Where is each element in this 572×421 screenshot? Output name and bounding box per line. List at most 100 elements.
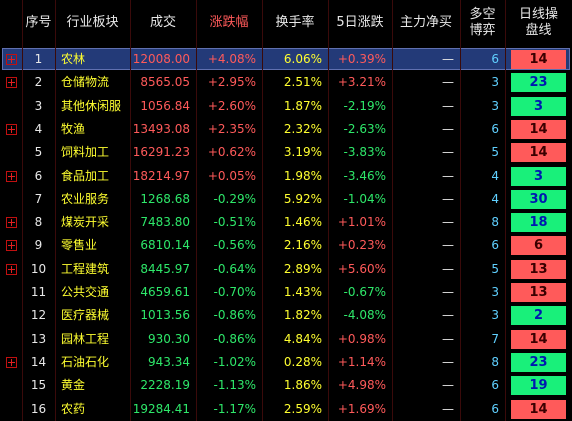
cell-value: +0.23%: [337, 238, 386, 253]
signal-box: 14: [511, 50, 566, 69]
cell-value: 1.82%: [283, 308, 322, 323]
cell-value: -0.51%: [213, 215, 256, 230]
cell-value: -0.86%: [213, 308, 256, 323]
cell-value: 5: [491, 145, 499, 160]
cell-value: +0.62%: [207, 145, 256, 160]
signal-box: 13: [511, 259, 566, 279]
expand-icon[interactable]: [6, 170, 17, 182]
cell-value: -4.08%: [343, 308, 386, 323]
cell-value: 16: [30, 401, 47, 416]
column-divider: [262, 0, 263, 421]
cell-value: 8: [34, 215, 43, 230]
column-divider: [505, 0, 506, 421]
cell-value: 18214.97: [132, 168, 190, 183]
signal-box: 14: [511, 119, 566, 139]
cell-value: —: [442, 52, 454, 66]
sector-name: 农业服务: [61, 191, 110, 206]
cell-value: +0.39%: [337, 52, 386, 66]
cell-value: -0.64%: [213, 261, 256, 276]
cell-value: +2.35%: [207, 121, 256, 136]
column-divider: [55, 0, 56, 421]
signal-box: 23: [511, 73, 566, 93]
column-divider: [328, 0, 329, 421]
column-divider: [196, 0, 197, 421]
cell-value: 19284.41: [132, 401, 190, 416]
header-line: 多空: [469, 7, 496, 22]
signal-box: 3: [511, 96, 566, 116]
sector-name: 饲料加工: [61, 145, 110, 160]
cell-value: 11: [30, 285, 47, 299]
expand-icon[interactable]: [6, 217, 17, 229]
signal-box: 18: [511, 213, 566, 233]
selected-row: [2, 48, 570, 70]
column-header: 日线操 盘线: [505, 0, 572, 46]
expand-icon[interactable]: [6, 356, 17, 368]
cell-value: 4: [491, 191, 499, 206]
cell-value: 8565.05: [140, 75, 190, 90]
cell-value: 3: [491, 98, 499, 113]
column-header: 5日涨跌: [336, 15, 384, 30]
expand-icon[interactable]: [6, 77, 17, 89]
cell-value: -0.29%: [213, 191, 256, 206]
cell-value: 6: [491, 238, 499, 253]
cell-value: —: [442, 191, 454, 206]
cell-value: 4659.61: [140, 285, 190, 299]
cell-value: 6: [491, 378, 499, 393]
cell-value: -1.13%: [213, 378, 256, 393]
signal-box: 6: [511, 236, 566, 256]
cell-value: 1013.56: [140, 308, 190, 323]
cell-value: 1.43%: [283, 285, 322, 299]
cell-value: 9: [34, 238, 43, 253]
header-line: 盘线: [525, 23, 552, 38]
cell-value: —: [442, 75, 454, 90]
cell-value: -0.67%: [343, 285, 386, 299]
cell-value: -1.02%: [213, 354, 256, 369]
column-header: 序号: [25, 15, 52, 30]
column-header: 多空 博弈: [460, 0, 505, 46]
signal-box: 30: [511, 189, 566, 209]
cell-value: 4: [34, 121, 43, 136]
header-line: 博弈: [469, 23, 496, 38]
sector-name: 农药: [61, 401, 86, 416]
cell-value: 7483.80: [140, 215, 190, 230]
cell-value: 3: [491, 308, 499, 323]
cell-value: 7: [34, 191, 43, 206]
cell-value: 5.92%: [283, 191, 322, 206]
expand-icon[interactable]: [6, 240, 17, 252]
cell-value: +0.98%: [337, 331, 386, 346]
sector-name: 仓储物流: [61, 75, 110, 90]
signal-box: 23: [511, 352, 566, 372]
cell-value: +2.60%: [207, 98, 256, 113]
cell-value: 3: [491, 75, 499, 90]
sector-name: 黄金: [61, 378, 86, 393]
sector-name: 零售业: [61, 238, 98, 253]
cell-value: 1.86%: [283, 378, 322, 393]
cell-value: 8: [491, 354, 499, 369]
sector-name: 工程建筑: [61, 261, 110, 276]
cell-value: —: [442, 401, 454, 416]
cell-value: 1.46%: [283, 215, 322, 230]
cell-value: 1056.84: [140, 98, 190, 113]
cell-value: 14: [30, 354, 47, 369]
cell-value: 6.06%: [283, 52, 322, 66]
cell-value: -0.86%: [213, 331, 256, 346]
column-divider: [22, 0, 23, 421]
signal-box: 14: [511, 329, 566, 349]
cell-value: 6: [491, 121, 499, 136]
sector-name: 食品加工: [61, 168, 110, 183]
cell-value: 8: [491, 215, 499, 230]
expand-icon[interactable]: [6, 263, 17, 275]
cell-value: —: [442, 308, 454, 323]
cell-value: 2.51%: [283, 75, 322, 90]
cell-value: 12008.00: [132, 52, 190, 66]
cell-value: 6: [491, 52, 499, 66]
expand-icon[interactable]: [6, 123, 17, 135]
cell-value: -1.17%: [213, 401, 256, 416]
signal-box: 2: [511, 306, 566, 326]
column-header: 换手率: [275, 15, 315, 30]
cell-value: —: [442, 215, 454, 230]
cell-value: 3: [34, 98, 43, 113]
cell-value: 4: [491, 168, 499, 183]
expand-icon[interactable]: [6, 54, 17, 65]
